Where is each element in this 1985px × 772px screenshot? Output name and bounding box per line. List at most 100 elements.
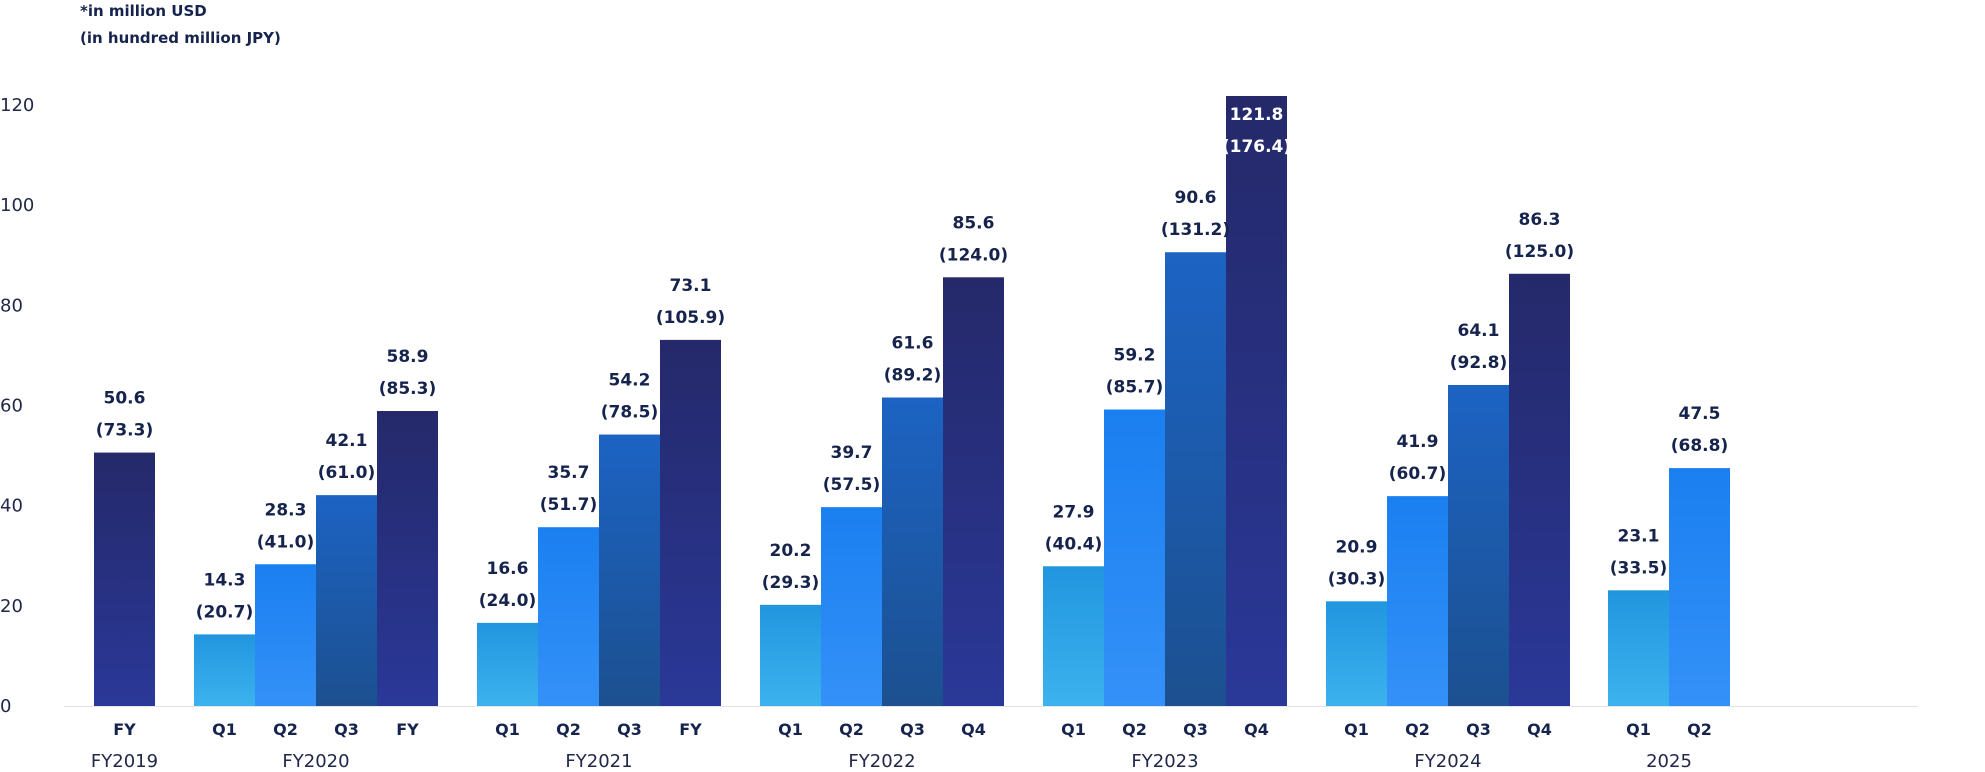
data-label-usd: 42.1 [326, 431, 368, 451]
data-label-usd: 64.1 [1458, 321, 1500, 341]
category-label: Q1 [212, 720, 237, 739]
data-label-jpy: (105.9) [656, 308, 725, 328]
data-label-jpy: (61.0) [318, 463, 375, 483]
bar [94, 452, 155, 706]
category-label: FY [396, 720, 419, 739]
category-label: Q2 [839, 720, 864, 739]
category-label: Q3 [617, 720, 642, 739]
data-label-usd: 85.6 [953, 213, 995, 233]
group-label: 2025 [1646, 751, 1692, 772]
data-label-usd: 58.9 [387, 347, 429, 367]
data-label-usd: 41.9 [1397, 432, 1439, 452]
data-label-usd: 47.5 [1679, 404, 1721, 424]
bar [1387, 496, 1448, 706]
data-label-jpy: (125.0) [1505, 242, 1574, 262]
category-label: Q4 [1527, 720, 1552, 739]
category-label: FY [113, 720, 136, 739]
category-label: Q2 [1405, 720, 1430, 739]
bar [882, 397, 943, 706]
y-tick-label: 60 [0, 396, 23, 417]
y-tick-label: 20 [0, 596, 23, 617]
data-label-usd: 73.1 [670, 276, 712, 296]
bar [1226, 95, 1287, 707]
data-label-usd: 16.6 [487, 559, 529, 579]
value-labels: 50.6 (73.3) 14.3 (20.7) 28.3 (41.0) 42.1 (61.0)… [96, 105, 1728, 622]
data-label-usd: 28.3 [265, 500, 307, 520]
bar [1104, 409, 1165, 706]
data-label-jpy: (51.7) [540, 495, 597, 515]
category-label: Q1 [495, 720, 520, 739]
y-tick-label: 100 [0, 195, 34, 216]
data-label-jpy: (85.7) [1106, 378, 1163, 398]
data-label-jpy: (176.4) [1222, 137, 1291, 157]
unit-note-usd: *in million USD [80, 2, 207, 20]
data-label-jpy: (41.0) [257, 532, 314, 552]
data-label-usd: 20.9 [1336, 537, 1378, 557]
category-label: Q2 [1122, 720, 1147, 739]
bar [1608, 590, 1669, 706]
group-label: FY2020 [282, 751, 349, 772]
data-label-usd: 54.2 [609, 371, 651, 391]
category-label: Q4 [1244, 720, 1269, 739]
data-label-usd: 61.6 [892, 333, 934, 353]
group-label: FY2022 [848, 751, 915, 772]
y-tick-label: 0 [0, 696, 11, 717]
data-label-jpy: (78.5) [601, 403, 658, 423]
data-label-usd: 59.2 [1114, 346, 1156, 366]
data-label-jpy: (40.4) [1045, 534, 1102, 554]
data-label-jpy: (124.0) [939, 245, 1008, 265]
bar [821, 507, 882, 706]
bar [660, 339, 721, 706]
bar [477, 622, 538, 706]
bar [194, 634, 255, 706]
data-label-jpy: (30.3) [1328, 569, 1385, 589]
category-label: Q2 [1687, 720, 1712, 739]
category-label: Q3 [334, 720, 359, 739]
category-labels: FY Q1 Q2 Q3 FY Q1 Q2 Q3 FY Q1 Q2 Q3 Q4 Q1 Q2 Q3 Q4 Q1 Q2 Q3… [113, 720, 1712, 739]
data-label-jpy: (85.3) [379, 379, 436, 399]
data-label-usd: 23.1 [1618, 526, 1660, 546]
bar [316, 495, 377, 706]
data-label-usd: 20.2 [770, 541, 812, 561]
data-label-jpy: (57.5) [823, 475, 880, 495]
bar [760, 604, 821, 706]
bar [1669, 468, 1730, 706]
data-label-usd: 39.7 [831, 443, 873, 463]
data-label-usd: 86.3 [1519, 210, 1561, 230]
data-label-jpy: (60.7) [1389, 464, 1446, 484]
category-label: Q2 [556, 720, 581, 739]
data-label-usd: 50.6 [104, 389, 146, 409]
category-label: Q2 [273, 720, 298, 739]
bar [1043, 566, 1104, 706]
data-label-usd: 121.8 [1230, 105, 1284, 125]
category-label: Q4 [961, 720, 986, 739]
category-label: Q1 [1626, 720, 1651, 739]
bar [255, 564, 316, 706]
category-label: Q3 [1183, 720, 1208, 739]
data-label-usd: 35.7 [548, 463, 590, 483]
y-tick-label: 120 [0, 95, 34, 116]
bar [377, 411, 438, 706]
data-label-jpy: (20.7) [196, 602, 253, 622]
bar [1326, 601, 1387, 706]
group-labels: FY2019 FY2020 FY2021 FY2022 FY2023 FY2024 2025 [91, 751, 1692, 772]
unit-note-jpy: (in hundred million JPY) [80, 29, 281, 47]
data-label-usd: 90.6 [1175, 188, 1217, 208]
data-label-jpy: (89.2) [884, 365, 941, 385]
bar [943, 277, 1004, 706]
y-axis-ticks: 0 20 40 60 80 100 120 [0, 95, 34, 717]
category-label: Q3 [1466, 720, 1491, 739]
data-label-jpy: (68.8) [1671, 436, 1728, 456]
data-label-usd: 27.9 [1053, 502, 1095, 522]
data-label-jpy: (131.2) [1161, 220, 1230, 240]
data-label-jpy: (73.3) [96, 421, 153, 441]
bar [538, 527, 599, 706]
bar [1165, 252, 1226, 706]
bar [1509, 273, 1570, 706]
bar [599, 434, 660, 706]
group-label: FY2021 [565, 751, 632, 772]
bars [94, 95, 1730, 707]
category-label: Q1 [778, 720, 803, 739]
group-label: FY2019 [91, 751, 158, 772]
